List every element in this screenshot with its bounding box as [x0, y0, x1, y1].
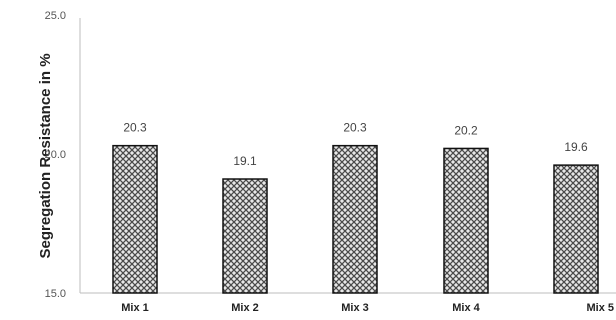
bar-mix-5	[553, 164, 599, 294]
data-labels: 20.3 19.1 20.3 20.2 19.6	[123, 121, 588, 168]
bar-mix-1	[112, 144, 158, 294]
x-category-label: Mix 2	[231, 302, 259, 314]
y-tick-label: 25.0	[45, 10, 66, 22]
bar-mix-2	[222, 178, 268, 294]
x-category-label: Mix 5	[586, 302, 614, 314]
y-axis-title: Segregation Resistance in %	[37, 53, 54, 258]
category-labels: Mix 1 Mix 2 Mix 3 Mix 4 Mix 5	[121, 302, 614, 314]
bar-mix-3	[332, 144, 378, 294]
bar-mix-4	[443, 147, 489, 294]
data-label: 19.1	[233, 154, 257, 168]
y-tick-label: 15.0	[45, 288, 66, 300]
data-label: 20.3	[343, 121, 367, 135]
x-category-label: Mix 4	[452, 302, 480, 314]
bar-series	[112, 144, 599, 294]
y-tick-label: 20.0	[45, 149, 66, 161]
data-label: 20.3	[123, 121, 147, 135]
data-label: 19.6	[564, 140, 588, 154]
x-category-label: Mix 1	[121, 302, 149, 314]
x-category-label: Mix 3	[341, 302, 369, 314]
data-label: 20.2	[454, 123, 478, 137]
